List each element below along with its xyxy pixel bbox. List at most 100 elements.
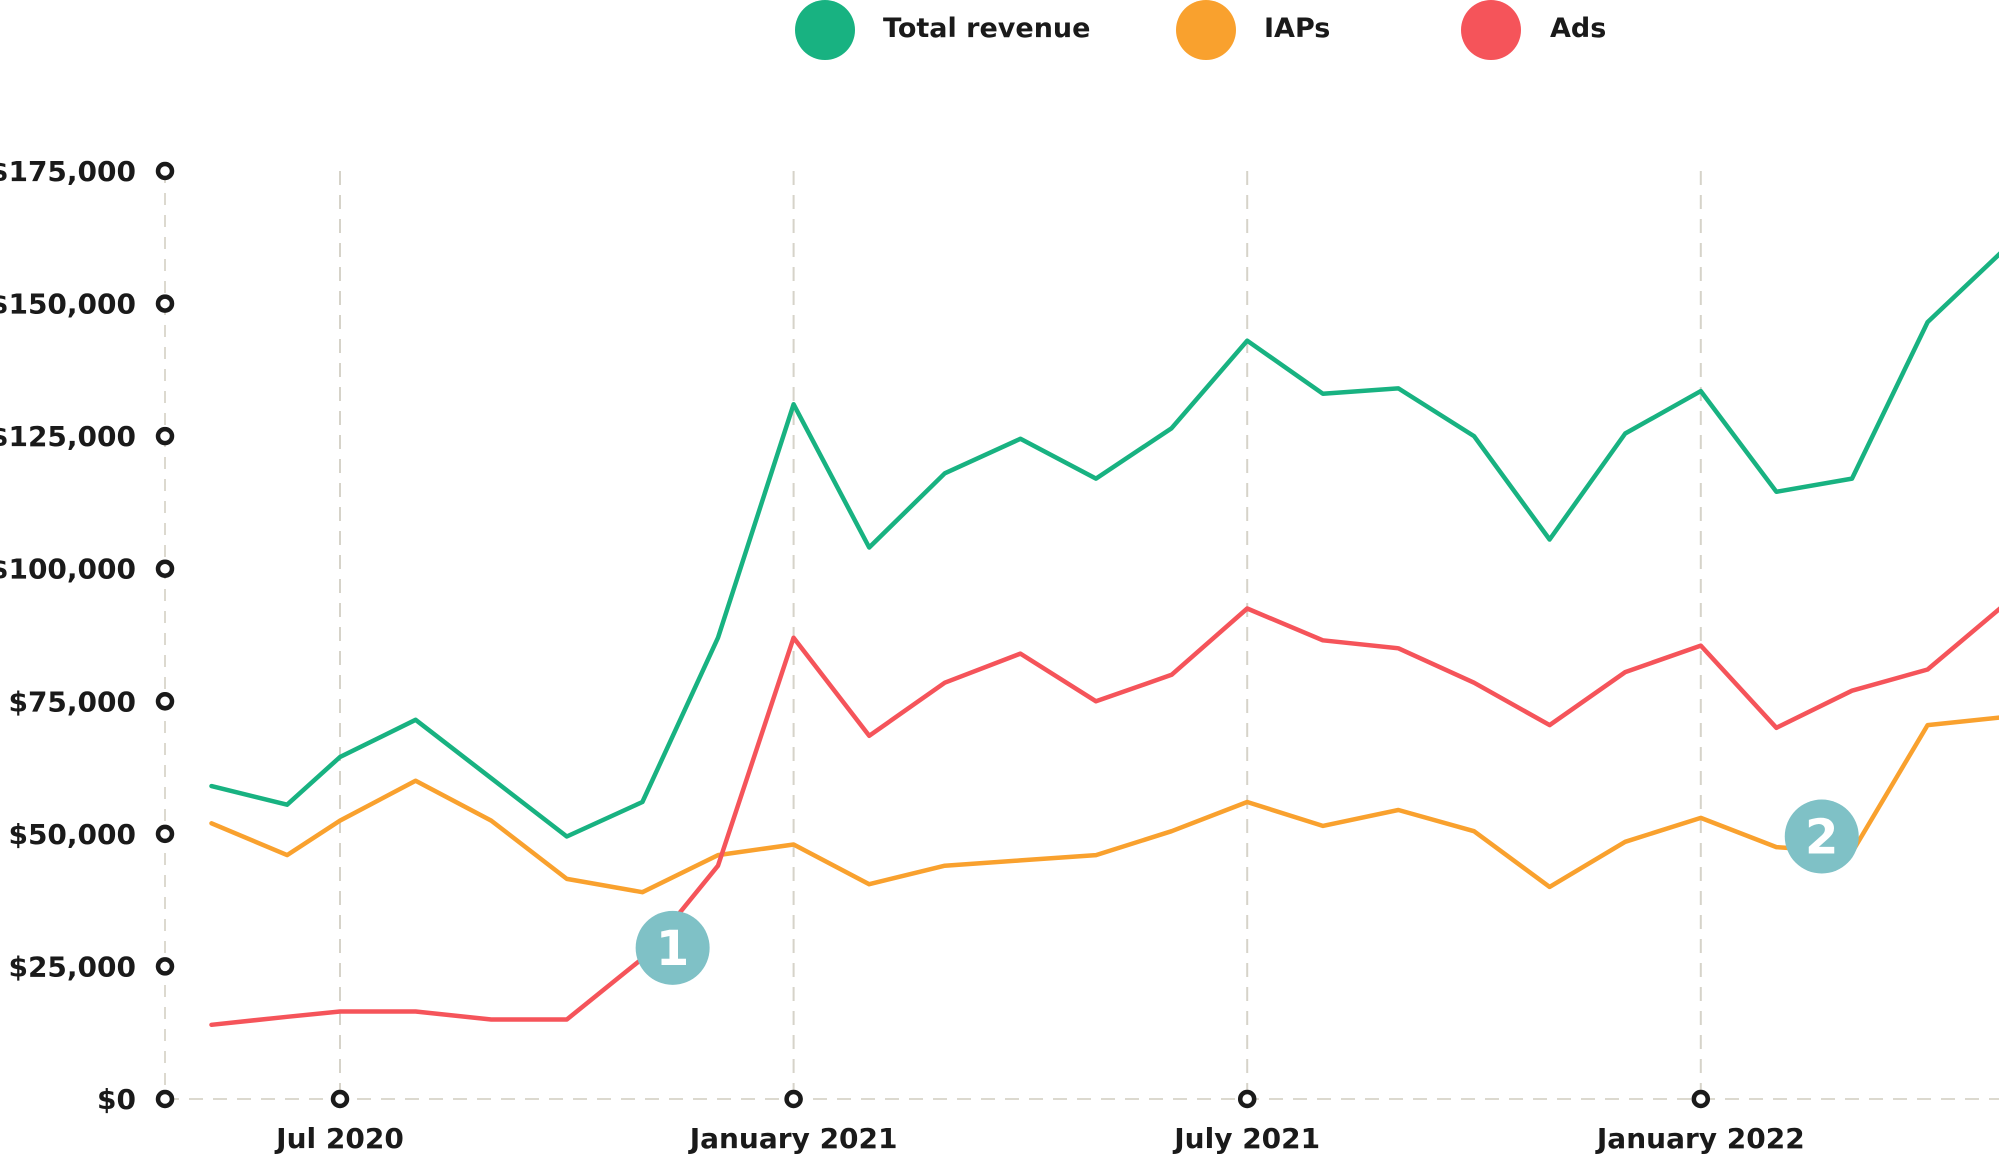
data-point [1094,699,1098,703]
y-tick-label: $150,000 [0,288,136,321]
data-point [209,784,213,788]
y-tick-marker [155,824,175,844]
x-tick-marker [330,1089,350,1109]
data-point [1321,392,1325,396]
y-tick-marker [155,294,175,313]
data-point [414,718,418,722]
data-point [1699,389,1703,393]
data-point [1396,646,1400,650]
axes: $0 $25,000 $50,000 $75,000 $100,000 $125,000 $… [0,155,1805,1155]
data-point [565,1017,569,1021]
data-point [640,890,644,894]
data-point [792,842,796,846]
data-point [1472,681,1476,685]
data-point [1321,824,1325,828]
legend: Total revenue IAPs Ads [795,0,1606,60]
data-point [1548,723,1552,727]
series-line-iaps [209,715,1999,895]
data-point [1850,689,1854,693]
y-tick-marker [155,957,175,976]
annotations: 12 [635,799,1859,985]
data-point [1170,426,1174,430]
data-point [285,803,289,807]
data-point [640,800,644,804]
data-point [1018,858,1022,862]
data-point [1850,477,1854,481]
y-tick-label: $100,000 [0,553,136,586]
data-point [414,1010,418,1014]
series-line-ads [209,606,1999,1028]
data-point [943,471,947,475]
series-line-total-revenue [209,251,1999,839]
data-point [1396,386,1400,390]
data-point [1623,431,1627,435]
data-point [338,1010,342,1014]
data-point [1396,808,1400,812]
x-tick-label: January 2021 [688,1122,898,1155]
y-tick-marker [155,1089,175,1109]
grid [164,171,1999,1100]
data-point [1018,652,1022,656]
legend-label: Total revenue [883,13,1090,44]
data-point [867,882,871,886]
data-point [1926,667,1930,671]
data-point [1094,477,1098,481]
data-point [489,819,493,823]
data-point [1245,606,1249,610]
y-tick-marker [155,161,175,181]
data-point [1774,726,1778,730]
y-tick-label: $50,000 [8,818,136,851]
data-point [285,1015,289,1019]
legend-swatch [1461,0,1521,60]
data-point [1245,339,1249,343]
data-point [943,681,947,685]
data-point [209,1023,213,1027]
data-point [565,835,569,839]
data-point [1774,490,1778,494]
data-point [1472,829,1476,833]
data-point [943,864,947,868]
data-point [1623,840,1627,844]
data-point [489,776,493,780]
x-tick-marker [784,1089,803,1109]
x-tick-marker [1237,1089,1257,1109]
data-point [1472,434,1476,438]
annotation-badge [635,910,710,985]
data-point [1321,638,1325,642]
series-layer [209,251,1999,1028]
data-point [1926,723,1930,727]
data-point [792,636,796,640]
y-tick-label: $25,000 [8,950,136,983]
data-point [338,755,342,759]
annotation-badge [1784,799,1859,874]
x-tick-label: Jul 2020 [274,1122,404,1155]
data-point [867,546,871,550]
data-point [209,821,213,825]
data-point [1548,885,1552,889]
x-tick-label: July 2021 [1172,1122,1320,1155]
data-point [716,636,720,640]
data-point [1018,437,1022,441]
y-tick-label: $175,000 [0,155,136,188]
y-tick-label: $0 [97,1083,136,1116]
data-point [565,877,569,881]
data-point [1774,845,1778,849]
data-point [414,779,418,783]
legend-swatch [795,0,855,60]
data-point [792,402,796,406]
annotation-label: 1 [656,921,689,977]
legend-label: Ads [1550,13,1606,44]
y-tick-label: $125,000 [0,420,136,453]
data-point [867,734,871,738]
y-tick-marker [155,559,175,578]
data-point [489,1017,493,1021]
data-point [1699,816,1703,820]
data-point [1548,538,1552,542]
legend-swatch [1176,0,1236,60]
y-tick-marker [155,692,175,711]
data-point [1623,670,1627,674]
data-point [716,864,720,868]
data-point [285,853,289,857]
data-point [1699,644,1703,648]
